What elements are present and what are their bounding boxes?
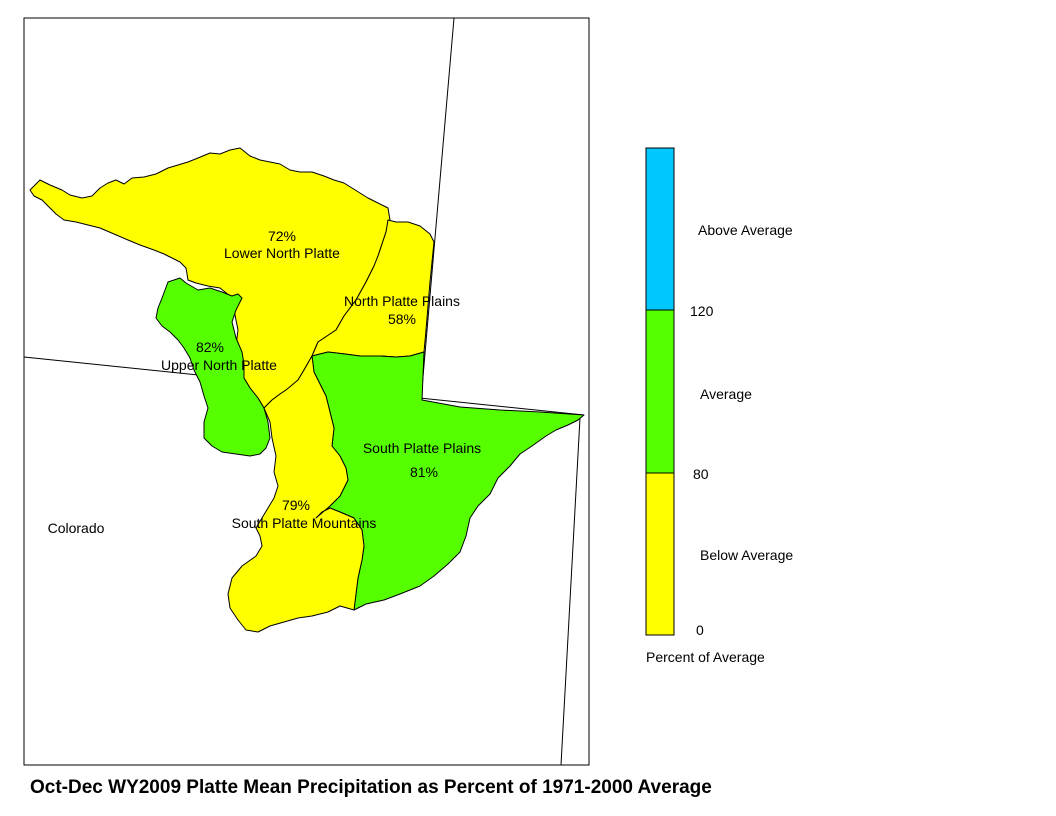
legend-label-below: Below Average xyxy=(700,547,793,563)
percent-label-south-platte-plains: 81% xyxy=(410,464,438,480)
percent-label-south-platte-mountains: 79% xyxy=(282,497,310,513)
name-label-north-platte-plains: North Platte Plains xyxy=(344,293,460,309)
legend-caption: Percent of Average xyxy=(646,649,765,665)
legend-label-above: Above Average xyxy=(698,222,793,238)
state-label-colorado: Colorado xyxy=(48,520,105,536)
legend-tick-80: 80 xyxy=(693,466,709,482)
name-label-upper-north-platte: Upper North Platte xyxy=(161,357,277,373)
percent-label-north-platte-plains: 58% xyxy=(388,311,416,327)
basin-upper-north-platte[interactable] xyxy=(155,277,271,457)
name-label-south-platte-mountains: South Platte Mountains xyxy=(232,515,377,531)
legend-tick-0: 0 xyxy=(696,622,704,638)
legend-tick-120: 120 xyxy=(690,303,714,319)
legend-swatch-above xyxy=(645,147,675,311)
name-label-lower-north-platte: Lower North Platte xyxy=(224,245,340,261)
legend-label-average: Average xyxy=(700,386,752,402)
state-border-wy-ne xyxy=(420,17,455,401)
percent-label-lower-north-platte: 72% xyxy=(268,228,296,244)
legend: Above Average Average Below Average 120 … xyxy=(645,147,793,665)
percent-label-upper-north-platte: 82% xyxy=(196,339,224,355)
legend-swatch-below xyxy=(645,472,675,636)
basin-south-platte-mountains[interactable] xyxy=(227,355,365,633)
state-border-co-ne xyxy=(560,417,581,766)
legend-swatch-average xyxy=(645,309,675,474)
name-label-south-platte-plains: South Platte Plains xyxy=(363,440,481,456)
map-title: Oct-Dec WY2009 Platte Mean Precipitation… xyxy=(30,777,712,798)
